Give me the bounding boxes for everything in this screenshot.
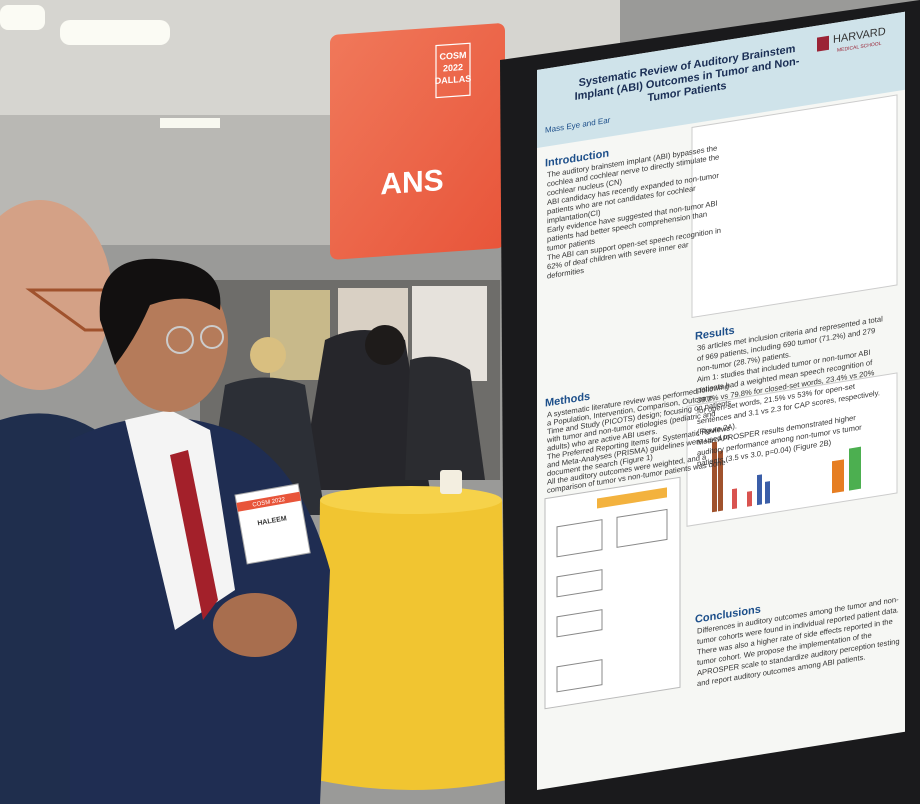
figure-bar [712,441,717,513]
young-man-hair [99,258,221,365]
sign-event-line: DALLAS [435,74,471,87]
badge-strip [236,491,301,512]
background-person-head [365,325,405,365]
prisma-box [556,569,603,598]
background-person [405,356,485,480]
sign-event-line: 2022 [443,62,463,73]
prisma-box [556,659,603,693]
young-man-glasses [166,326,194,354]
figure-bar [765,481,770,504]
badge: COSM 2022 HALEEM [234,483,311,565]
table-cloth [317,487,507,790]
background-person [300,330,430,490]
figure-box [686,372,898,527]
table-top [320,486,502,514]
figure-bar [849,446,861,491]
figure-bar [718,450,723,512]
prisma-header [597,487,667,509]
prisma-box [556,609,603,638]
poster-header [537,11,905,148]
figure-bar [757,474,762,506]
figure-bar [732,488,737,510]
young-man-hands [213,593,297,657]
young-man-glasses [200,325,224,349]
sign-panel [330,23,505,260]
figure-bar [832,459,844,494]
prisma-box [616,508,668,548]
badge-event: COSM 2022 [252,497,286,509]
ceiling-light [0,5,45,30]
table-box [691,94,898,319]
sign-logo-box [435,42,471,99]
bald-man-head [0,200,112,390]
background-person-head [250,337,286,373]
sign-event-line: COSM [440,50,467,62]
poster: HARVARD MEDICAL SCHOOL Mass Eye and Ear … [537,11,905,790]
prisma-box [556,519,603,558]
cup [440,470,462,494]
harvard-shield [817,35,829,52]
young-man-tie [170,450,218,620]
figure-bar [747,490,752,507]
prisma-diagram [544,476,681,710]
sign-label: ANS [380,164,443,201]
ceiling-light [60,20,170,45]
ceiling-light [160,118,220,128]
